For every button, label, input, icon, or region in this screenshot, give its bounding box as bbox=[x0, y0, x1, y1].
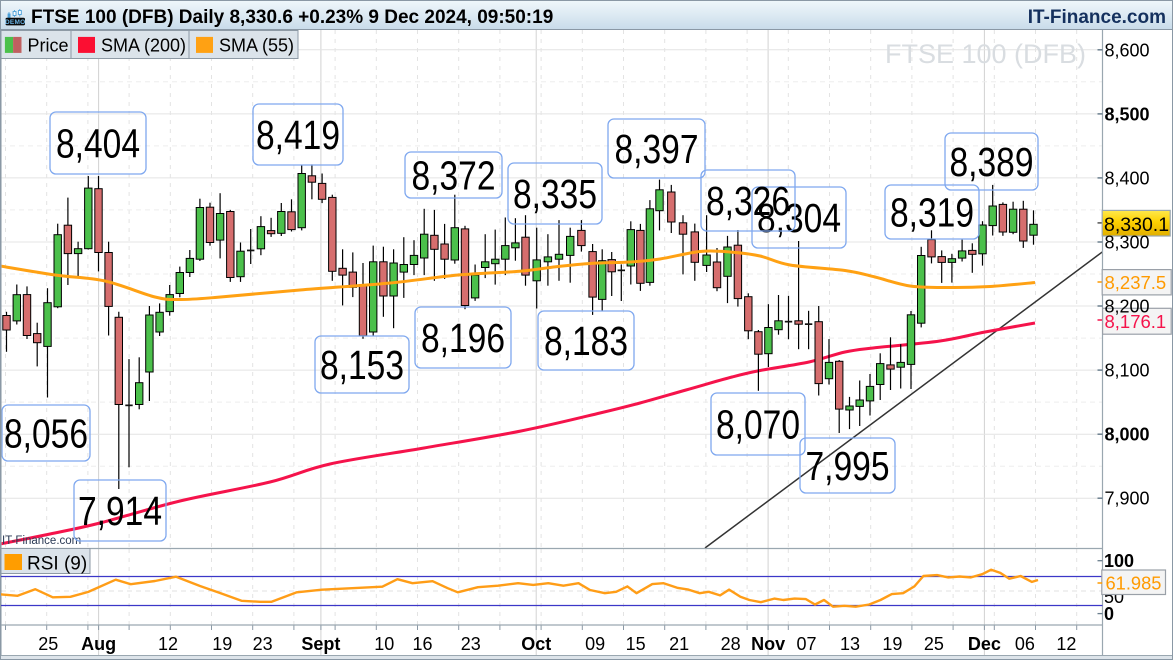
svg-text:Aug: Aug bbox=[81, 634, 116, 654]
svg-text:8,300: 8,300 bbox=[1105, 233, 1150, 253]
svg-text:8,200: 8,200 bbox=[1105, 297, 1150, 317]
svg-text:8,600: 8,600 bbox=[1105, 40, 1150, 60]
svg-text:21: 21 bbox=[669, 634, 689, 654]
svg-text:19: 19 bbox=[212, 634, 232, 654]
svg-text:SMA (55): SMA (55) bbox=[219, 36, 294, 56]
svg-text:8,100: 8,100 bbox=[1105, 361, 1150, 381]
svg-text:8,400: 8,400 bbox=[1105, 168, 1150, 188]
svg-text:16: 16 bbox=[412, 634, 432, 654]
svg-text:12: 12 bbox=[158, 634, 178, 654]
svg-text:Nov: Nov bbox=[751, 634, 785, 654]
svg-text:8,196: 8,196 bbox=[421, 315, 505, 361]
svg-text:25: 25 bbox=[924, 634, 944, 654]
svg-text:Oct: Oct bbox=[521, 634, 551, 654]
svg-text:8,335: 8,335 bbox=[513, 171, 597, 217]
svg-text:8,500: 8,500 bbox=[1105, 104, 1150, 124]
svg-text:23: 23 bbox=[253, 634, 273, 654]
svg-text:8,237.5: 8,237.5 bbox=[1105, 272, 1167, 293]
svg-text:8,153: 8,153 bbox=[320, 342, 404, 388]
svg-text:8,419: 8,419 bbox=[256, 112, 340, 158]
svg-text:7,995: 7,995 bbox=[806, 443, 890, 489]
svg-text:12: 12 bbox=[1056, 634, 1076, 654]
svg-text:07: 07 bbox=[796, 634, 816, 654]
svg-text:Dec: Dec bbox=[968, 634, 1001, 654]
svg-text:10: 10 bbox=[374, 634, 394, 654]
svg-text:Price: Price bbox=[28, 36, 69, 56]
svg-text:15: 15 bbox=[626, 634, 646, 654]
svg-text:IT-Finance.com: IT-Finance.com bbox=[1028, 7, 1166, 28]
svg-text:Sept: Sept bbox=[301, 634, 340, 654]
svg-text:100: 100 bbox=[1104, 551, 1134, 571]
svg-text:7,914: 7,914 bbox=[78, 488, 162, 534]
svg-text:8,176.1: 8,176.1 bbox=[1105, 311, 1167, 332]
svg-text:8,389: 8,389 bbox=[950, 139, 1034, 185]
svg-text:06: 06 bbox=[1015, 634, 1035, 654]
svg-text:23: 23 bbox=[461, 634, 481, 654]
svg-text:8,000: 8,000 bbox=[1105, 425, 1150, 445]
svg-text:28: 28 bbox=[721, 634, 741, 654]
svg-text:IT-Finance.com: IT-Finance.com bbox=[2, 535, 81, 547]
svg-text:13: 13 bbox=[840, 634, 860, 654]
svg-text:0: 0 bbox=[1104, 604, 1114, 624]
svg-text:8,304: 8,304 bbox=[757, 195, 841, 241]
svg-text:19: 19 bbox=[882, 634, 902, 654]
svg-text:8,372: 8,372 bbox=[412, 153, 496, 199]
svg-text:8,319: 8,319 bbox=[890, 190, 974, 236]
svg-text:FTSE 100 (DFB) Daily 8,330.6 +: FTSE 100 (DFB) Daily 8,330.6 +0.23% 9 De… bbox=[31, 7, 553, 28]
svg-text:09: 09 bbox=[585, 634, 605, 654]
svg-text:8,070: 8,070 bbox=[716, 402, 800, 448]
svg-text:7,900: 7,900 bbox=[1105, 489, 1150, 509]
svg-text:FTSE 100 (DFB): FTSE 100 (DFB) bbox=[885, 39, 1086, 69]
svg-text:8,056: 8,056 bbox=[4, 411, 88, 457]
svg-text:25: 25 bbox=[38, 634, 58, 654]
svg-text:8,404: 8,404 bbox=[56, 121, 140, 167]
svg-text:61.985: 61.985 bbox=[1106, 573, 1162, 594]
svg-text:DEMO: DEMO bbox=[5, 19, 25, 26]
svg-text:8,183: 8,183 bbox=[544, 318, 628, 364]
svg-text:8,330.1: 8,330.1 bbox=[1104, 214, 1169, 236]
svg-text:RSI (9): RSI (9) bbox=[27, 554, 87, 575]
svg-text:8,326: 8,326 bbox=[706, 178, 790, 224]
svg-text:8,397: 8,397 bbox=[615, 126, 699, 172]
svg-text:SMA (200): SMA (200) bbox=[101, 36, 186, 56]
